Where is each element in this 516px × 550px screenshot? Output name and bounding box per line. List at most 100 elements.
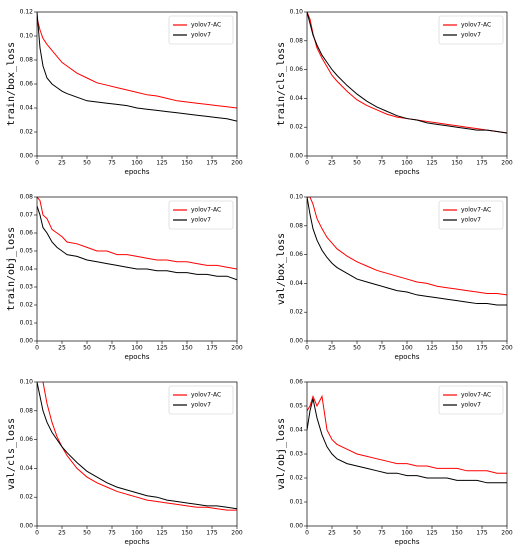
y-tick-label: 0.04	[290, 427, 304, 434]
legend-label: yolov7	[461, 32, 481, 39]
x-axis-label: epochs	[125, 168, 150, 176]
x-tick-label: 200	[501, 530, 513, 537]
plot-frame	[36, 381, 238, 527]
x-tick-label: 25	[58, 160, 66, 167]
series-line	[307, 12, 507, 134]
y-tick-label: 0.08	[20, 57, 34, 64]
y-tick-label: 0.02	[290, 124, 304, 131]
x-tick-label: 150	[181, 160, 193, 167]
x-tick-label: 75	[108, 160, 116, 167]
x-axis-label: epochs	[395, 353, 420, 361]
y-axis-label: val/obj_loss	[276, 418, 287, 490]
plot-frame	[36, 11, 238, 157]
legend-label: yolov7-AC	[461, 22, 491, 29]
y-tick-label: 0.00	[20, 523, 34, 530]
x-tick-label: 50	[83, 345, 91, 352]
lines	[307, 197, 507, 306]
y-tick-label: 0.06	[290, 66, 304, 73]
legend-box	[438, 385, 504, 415]
legend-label: yolov7-AC	[461, 392, 491, 399]
x-tick-label: 0	[35, 160, 39, 167]
x-tick-label: 200	[231, 530, 243, 537]
y-tick-label: 0.07	[20, 212, 34, 219]
y-tick-label: 0.02	[290, 475, 304, 482]
y-tick-label: 0.06	[290, 251, 304, 258]
y-tick-label: 0.00	[20, 338, 34, 345]
legend-label: yolov7-AC	[191, 392, 221, 399]
x-tick-label: 75	[108, 530, 116, 537]
x-tick-label: 100	[401, 530, 413, 537]
y-tick-label: 0.06	[20, 436, 34, 443]
x-tick-label: 125	[426, 160, 438, 167]
x-tick-label: 150	[451, 345, 463, 352]
y-tick-label: 0.00	[290, 338, 304, 345]
series-line	[307, 197, 507, 306]
y-tick-label: 0.02	[290, 309, 304, 316]
y-tick-label: 0.04	[290, 280, 304, 287]
subplot: 0.00 0.01 0.02 0.03 0.04 0.05 0.06 0 25 50 75 100 12…	[276, 379, 513, 547]
y-tick-label: 0.08	[20, 407, 34, 414]
y-tick-label: 0.08	[290, 37, 304, 44]
legend-box	[438, 15, 504, 45]
legend-label: yolov7	[461, 217, 481, 224]
y-tick-label: 0.03	[290, 451, 304, 458]
y-axis-label: val/cls_loss	[6, 418, 17, 490]
x-tick-label: 175	[476, 160, 488, 167]
y-tick-label: 0.00	[290, 153, 304, 160]
series-line	[37, 197, 237, 270]
legend-label: yolov7-AC	[191, 22, 221, 29]
x-axis-label: epochs	[395, 538, 420, 546]
y-tick-label: 0.12	[20, 9, 34, 16]
legend-box	[168, 200, 234, 230]
series-line	[307, 394, 507, 474]
x-tick-label: 50	[83, 160, 91, 167]
subplot: 0.00 0.01 0.02 0.03 0.04 0.05 0.06 0.07 0.08 0 25 5…	[6, 194, 243, 362]
y-tick-label: 0.00	[20, 153, 34, 160]
x-tick-label: 75	[108, 345, 116, 352]
y-tick-label: 0.04	[20, 266, 34, 273]
x-axis-label: epochs	[395, 168, 420, 176]
x-tick-label: 150	[451, 160, 463, 167]
y-tick-label: 0.00	[290, 523, 304, 530]
x-tick-label: 50	[83, 530, 91, 537]
y-tick-label: 0.10	[20, 379, 34, 386]
x-tick-label: 125	[426, 345, 438, 352]
x-tick-label: 75	[378, 530, 386, 537]
plot-frame	[306, 11, 508, 157]
x-tick-label: 175	[476, 530, 488, 537]
y-tick-label: 0.08	[20, 194, 34, 201]
x-tick-label: 125	[156, 530, 168, 537]
x-tick-label: 100	[401, 160, 413, 167]
x-tick-label: 150	[181, 530, 193, 537]
subplot: 0.00 0.02 0.04 0.06 0.08 0.10 0 25 50 75 100 125 150…	[6, 379, 243, 547]
x-tick-label: 175	[476, 345, 488, 352]
x-tick-label: 175	[206, 160, 218, 167]
x-tick-label: 200	[501, 160, 513, 167]
series-line	[37, 382, 237, 510]
series-line	[37, 12, 237, 122]
x-tick-label: 75	[378, 345, 386, 352]
legend-label: yolov7	[191, 217, 211, 224]
y-tick-label: 0.06	[290, 379, 304, 386]
x-tick-label: 25	[58, 345, 66, 352]
y-tick-label: 0.02	[20, 129, 34, 136]
y-tick-label: 0.04	[20, 105, 34, 112]
x-tick-label: 125	[426, 530, 438, 537]
series-line	[307, 197, 507, 296]
x-tick-label: 175	[206, 530, 218, 537]
x-tick-label: 150	[451, 530, 463, 537]
x-tick-label: 100	[131, 345, 143, 352]
subplot: 0.00 0.02 0.04 0.06 0.08 0.10 0 25 50 75 100 125 150…	[276, 9, 513, 177]
legend-label: yolov7	[191, 32, 211, 39]
y-tick-label: 0.06	[20, 81, 34, 88]
y-tick-label: 0.01	[290, 499, 304, 506]
series-line	[37, 17, 237, 109]
x-tick-label: 50	[353, 160, 361, 167]
legend-box	[168, 385, 234, 415]
subplot: 0.00 0.02 0.04 0.06 0.08 0.10 0 25 50 75 100 125 150…	[276, 194, 513, 362]
y-tick-label: 0.06	[20, 230, 34, 237]
lines	[37, 12, 237, 122]
series-line	[42, 382, 237, 511]
legend-label: yolov7	[191, 402, 211, 409]
x-tick-label: 0	[305, 160, 309, 167]
